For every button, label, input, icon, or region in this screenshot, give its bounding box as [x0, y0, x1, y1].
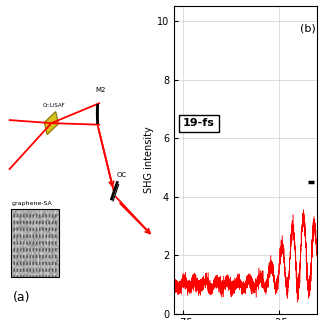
Text: (b): (b): [300, 24, 316, 34]
Polygon shape: [44, 112, 59, 135]
Text: (a): (a): [12, 292, 30, 304]
Text: 19-fs: 19-fs: [183, 118, 215, 128]
Text: graphene-SA: graphene-SA: [12, 202, 52, 206]
Bar: [11, 209, 59, 277]
Text: Cr:LiSAF: Cr:LiSAF: [43, 103, 66, 108]
Y-axis label: SHG intensity: SHG intensity: [144, 127, 154, 193]
Text: M2: M2: [95, 87, 105, 93]
Text: OC: OC: [117, 172, 127, 178]
